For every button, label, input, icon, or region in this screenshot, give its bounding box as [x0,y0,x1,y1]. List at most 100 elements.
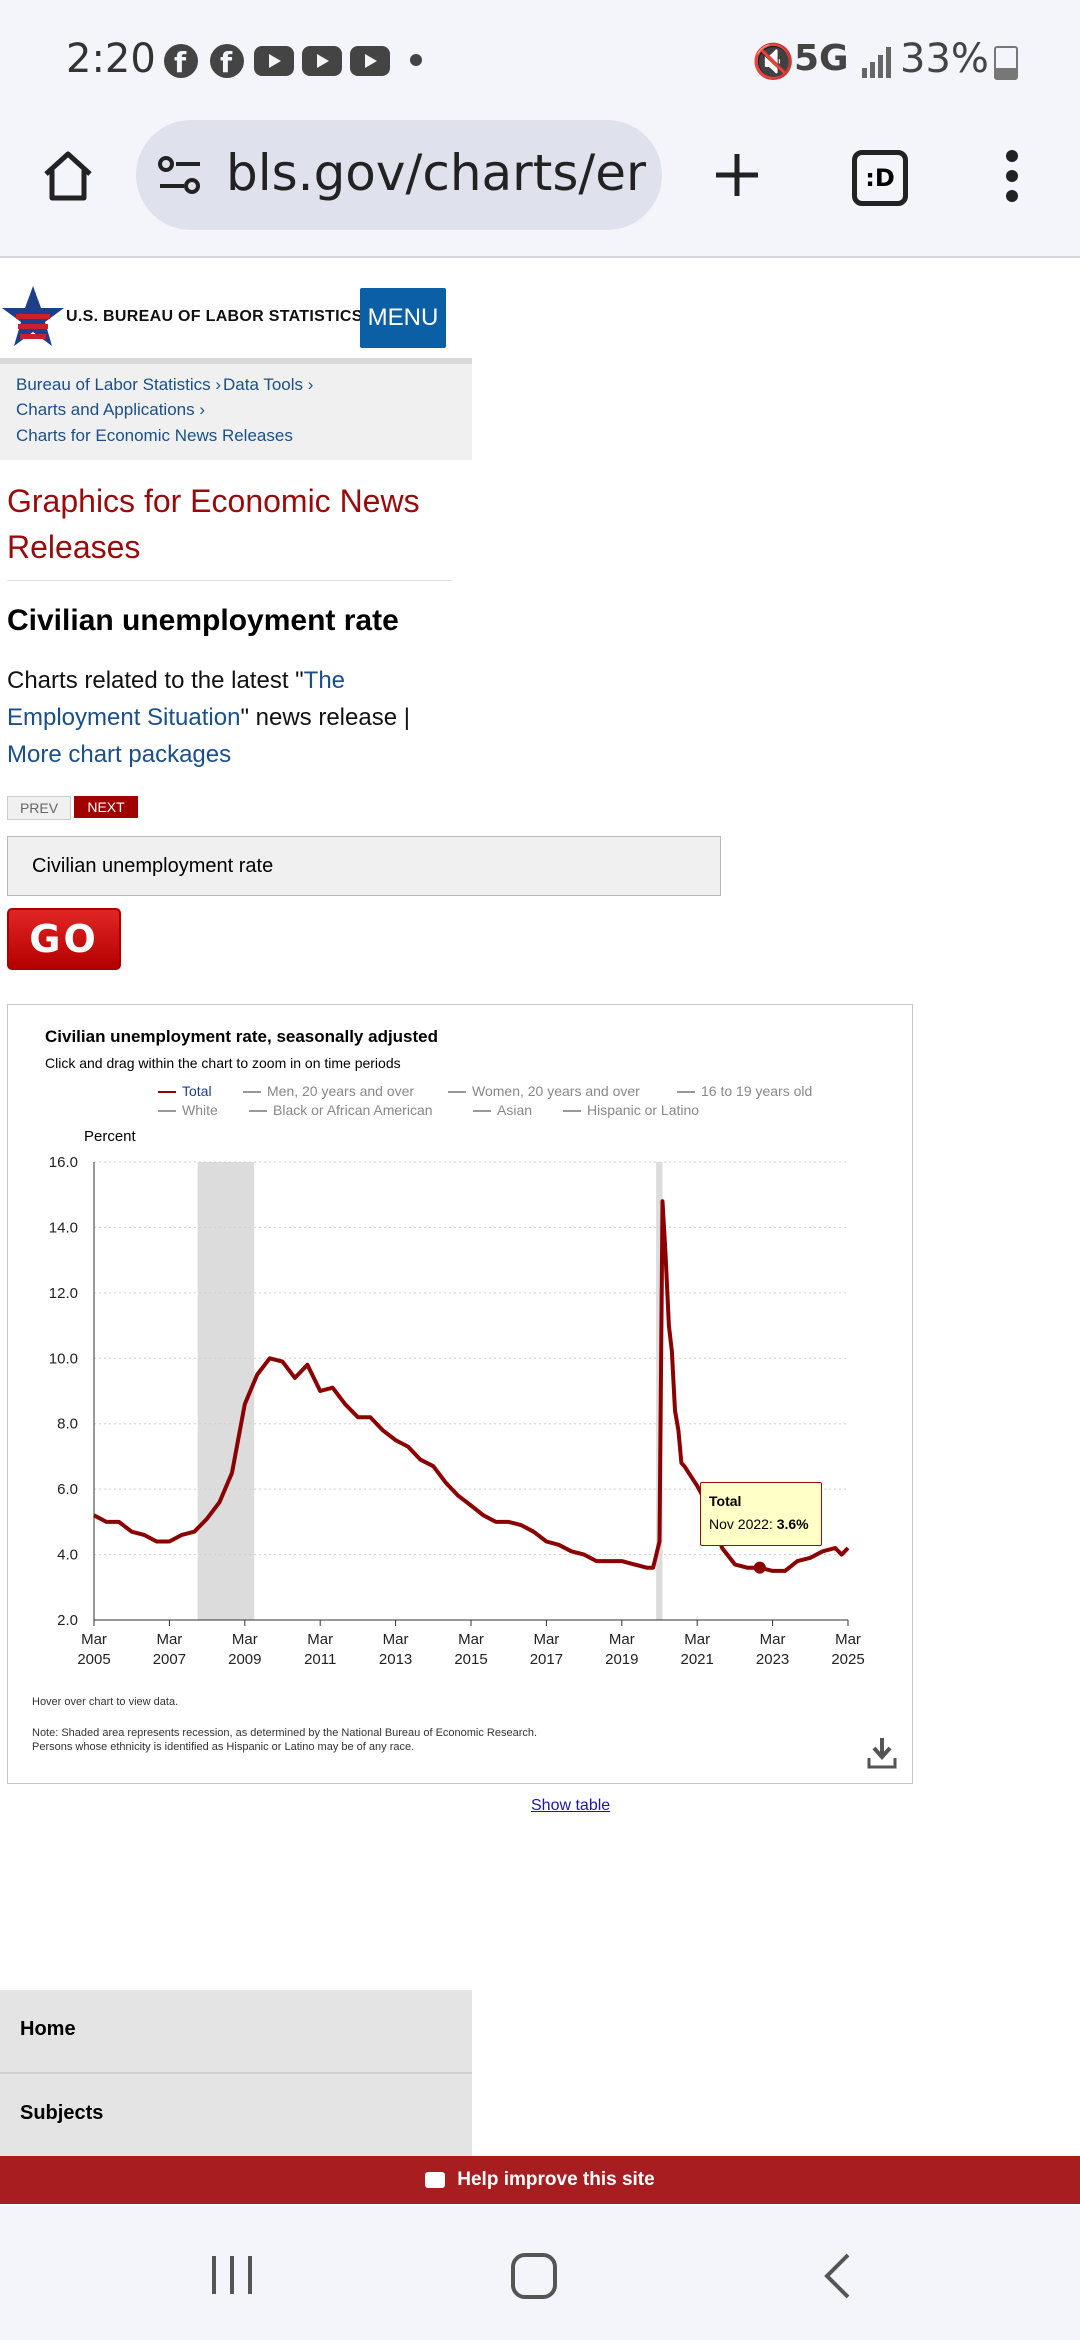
new-tab-icon[interactable] [712,150,762,200]
back-icon[interactable] [822,2252,852,2300]
signal-icon [862,47,891,78]
legend-item-women[interactable]: Women, 20 years and over [448,1083,640,1099]
download-icon[interactable] [866,1736,898,1770]
battery-percentage: 33% [900,36,989,82]
nav-home[interactable]: Home [0,1990,472,2074]
menu-button[interactable]: MENU [360,288,446,348]
mute-icon: 🔇 [752,43,795,81]
recent-apps-icon[interactable] [210,2254,254,2296]
legend-item-total[interactable]: Total [158,1083,212,1099]
nav-subjects[interactable]: Subjects [0,2074,472,2156]
hover-note: Hover over chart to view data. [32,1696,179,1708]
y-tick-label: 16.0 [49,1154,78,1171]
feedback-button[interactable]: Help improve this site [0,2156,1080,2204]
more-options-icon[interactable] [1000,148,1024,204]
x-tick-label: Mar [760,1631,786,1648]
x-tick-label: 2019 [605,1651,638,1668]
youtube-icon [254,46,294,76]
address-bar[interactable] [136,120,662,230]
notification-dot-icon [410,54,422,66]
x-tick-label: 2009 [228,1651,261,1668]
recession-band [197,1162,255,1620]
x-tick-label: 2005 [77,1651,110,1668]
x-tick-label: 2023 [756,1651,789,1668]
legend-item-teens[interactable]: 16 to 19 years old [677,1083,812,1099]
chart-note: Note: Shaded area represents recession, … [32,1727,538,1739]
x-tick-label: 2017 [530,1651,563,1668]
url-text[interactable]: bls.gov/charts/empl [226,144,646,202]
x-tick-label: Mar [81,1631,107,1648]
y-tick-label: 14.0 [49,1219,78,1236]
prev-button[interactable]: PREV [7,796,71,820]
status-time: 2:20 [66,36,156,82]
legend-item-white[interactable]: White [158,1102,218,1118]
x-tick-label: Mar [156,1631,182,1648]
x-tick-label: 2007 [153,1651,186,1668]
x-tick-label: Mar [684,1631,710,1648]
chart-note: Persons whose ethnicity is identified as… [32,1741,415,1753]
divider [7,580,453,581]
x-tick-label: Mar [383,1631,409,1648]
go-button[interactable]: GO [7,908,121,970]
chart-plot[interactable]: 16.014.012.010.08.06.04.02.0Mar2005Mar20… [0,0,1080,1800]
y-axis-label: Percent [84,1128,136,1145]
agency-name[interactable]: U.S. BUREAU OF LABOR STATISTICS [66,308,363,325]
site-settings-icon[interactable] [156,152,204,198]
breadcrumb-link[interactable]: Charts for Economic News Releases [16,426,293,445]
tab-switcher-icon[interactable]: :D [852,150,908,206]
x-tick-label: 2025 [831,1651,864,1668]
x-tick-label: 2021 [681,1651,714,1668]
x-tick-label: Mar [232,1631,258,1648]
chart-tooltip: Total Nov 2022: 3.6% [700,1482,822,1546]
x-tick-label: Mar [533,1631,559,1648]
y-tick-label: 12.0 [49,1285,78,1302]
bls-logo-icon[interactable] [2,284,64,352]
breadcrumb: Bureau of Labor Statistics › Data Tools … [0,364,472,460]
feedback-label: Help improve this site [457,2169,655,2190]
x-tick-label: 2013 [379,1651,412,1668]
facebook-icon [164,44,198,79]
legend-item-men[interactable]: Men, 20 years and over [243,1083,414,1099]
youtube-icon [350,46,390,76]
chart-subtitle: Click and drag within the chart to zoom … [45,1055,401,1071]
x-tick-label: Mar [835,1631,861,1648]
intro-text: Charts related to the latest "The Employ… [7,667,410,768]
y-tick-label: 4.0 [57,1547,78,1564]
tooltip-series: Total [709,1493,742,1509]
x-tick-label: 2011 [304,1651,336,1668]
employment-situation-link[interactable]: The Employment Situation [7,667,346,731]
x-tick-label: Mar [609,1631,635,1648]
y-tick-label: 10.0 [49,1350,78,1367]
highlight-point [753,1561,766,1574]
next-button[interactable]: NEXT [74,796,138,818]
more-chart-packages-link[interactable]: More chart packages [7,741,232,768]
youtube-icon [302,46,342,76]
chart-panel [7,1004,913,1784]
x-tick-label: Mar [307,1631,333,1648]
y-tick-label: 8.0 [57,1416,78,1433]
legend-item-asian[interactable]: Asian [473,1102,532,1118]
nav-subjects-label: Subjects [20,2102,104,2124]
feedback-icon [425,2171,446,2188]
breadcrumb-link[interactable]: Charts and Applications › [16,400,205,419]
legend-item-hispanic[interactable]: Hispanic or Latino [563,1102,699,1118]
battery-icon [994,46,1018,80]
chart-heading: Civilian unemployment rate [7,604,399,637]
x-tick-label: Mar [458,1631,484,1648]
breadcrumb-link[interactable]: Bureau of Labor Statistics › [16,375,222,394]
chart-select[interactable]: Civilian unemployment rate [7,836,721,896]
home-icon[interactable] [40,148,96,204]
page-title: Graphics for Economic News Releases [7,483,420,565]
home-nav-icon[interactable] [510,2252,558,2300]
breadcrumb-link[interactable]: Data Tools › [223,375,314,394]
y-tick-label: 6.0 [57,1481,78,1498]
network-indicator: 5G [794,38,849,79]
x-tick-label: 2015 [454,1651,487,1668]
y-tick-label: 2.0 [57,1612,78,1629]
chart-title: Civilian unemployment rate, seasonally a… [45,1027,439,1046]
facebook-icon [210,44,244,79]
nav-home-label: Home [20,2018,76,2040]
show-table-link[interactable]: Show table [531,1797,611,1814]
system-navigation-bar [0,2206,1080,2340]
legend-item-black[interactable]: Black or African American [249,1102,433,1118]
